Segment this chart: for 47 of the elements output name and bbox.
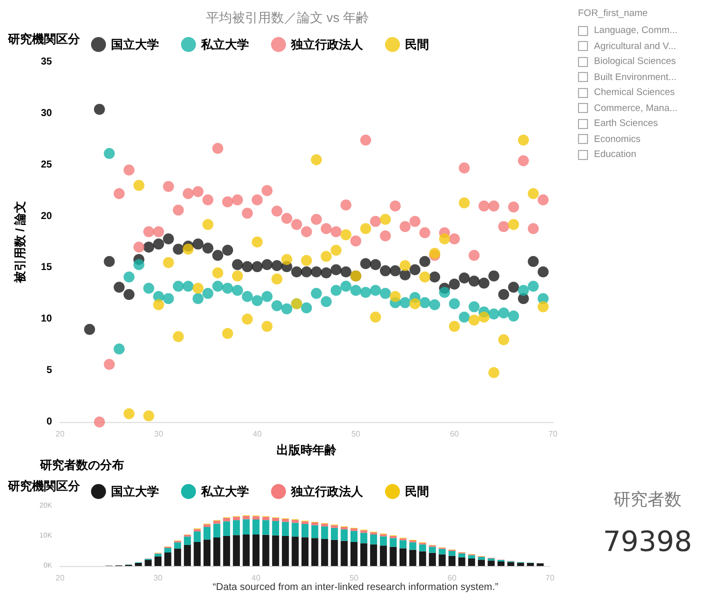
x-tick-label: 20: [56, 430, 65, 438]
legend-label: 国立大学: [111, 38, 159, 52]
x-tick-label: 60: [448, 574, 457, 582]
text: Education: [594, 149, 636, 160]
text: 79398: [602, 525, 694, 558]
legend-label: 独立行政法人: [290, 484, 364, 498]
y-tick-label: 25: [40, 159, 52, 170]
legend-title: 研究機関区分: [7, 32, 81, 46]
text: Agricultural and V...: [594, 40, 676, 52]
y-tick-label: 15: [40, 262, 52, 274]
text: “Data sourced from an inter-linked research information system.”: [212, 582, 500, 593]
x-tick-label: 40: [252, 574, 261, 582]
text: Chemical Sciences: [594, 87, 675, 98]
x-tick-label: 70: [548, 430, 558, 438]
legend-label: 国立大学: [111, 484, 159, 498]
text: Built Environment...: [594, 72, 676, 83]
y-tick-label: 0: [46, 416, 52, 428]
text: Language, Comm...: [594, 25, 678, 36]
y-tick-label: 20: [40, 210, 52, 222]
text: Commerce, Mana...: [594, 102, 678, 114]
x-tick-label: 50: [351, 430, 361, 438]
x-tick-label: 50: [350, 574, 359, 582]
y-tick-label: 5: [46, 365, 52, 376]
chart-title: 研究者数の分布: [39, 458, 124, 472]
legend-label: 独立行政法人: [290, 38, 364, 52]
legend-label: 私立大学: [200, 38, 249, 52]
x-axis-title: 出版時年齢: [276, 443, 338, 457]
x-tick-label: 20: [56, 574, 65, 582]
text: Earth Sciences: [594, 118, 658, 130]
y-tick-label: 35: [40, 56, 52, 68]
chart-title: 平均被引用数／論文 vs 年齢: [206, 10, 370, 25]
y-tick-label: 30: [40, 108, 52, 119]
x-tick-label: 70: [546, 574, 555, 582]
legend-label: 民間: [405, 38, 429, 52]
legend-label: 民間: [405, 484, 429, 498]
x-tick-label: 60: [450, 430, 460, 438]
y-tick-label: 10: [40, 314, 52, 325]
text: 研究者数: [612, 489, 682, 511]
x-tick-label: 30: [154, 430, 164, 438]
legend-title: 研究機関区分: [7, 479, 81, 493]
x-tick-label: 30: [154, 574, 163, 582]
y-axis-title: 被引用数 / 論文: [13, 200, 27, 284]
text: Biological Sciences: [594, 56, 676, 68]
legend-label: 私立大学: [200, 484, 249, 498]
text: FOR_first_name: [578, 8, 649, 19]
x-tick-label: 40: [252, 430, 262, 438]
text: Economics: [594, 134, 640, 145]
